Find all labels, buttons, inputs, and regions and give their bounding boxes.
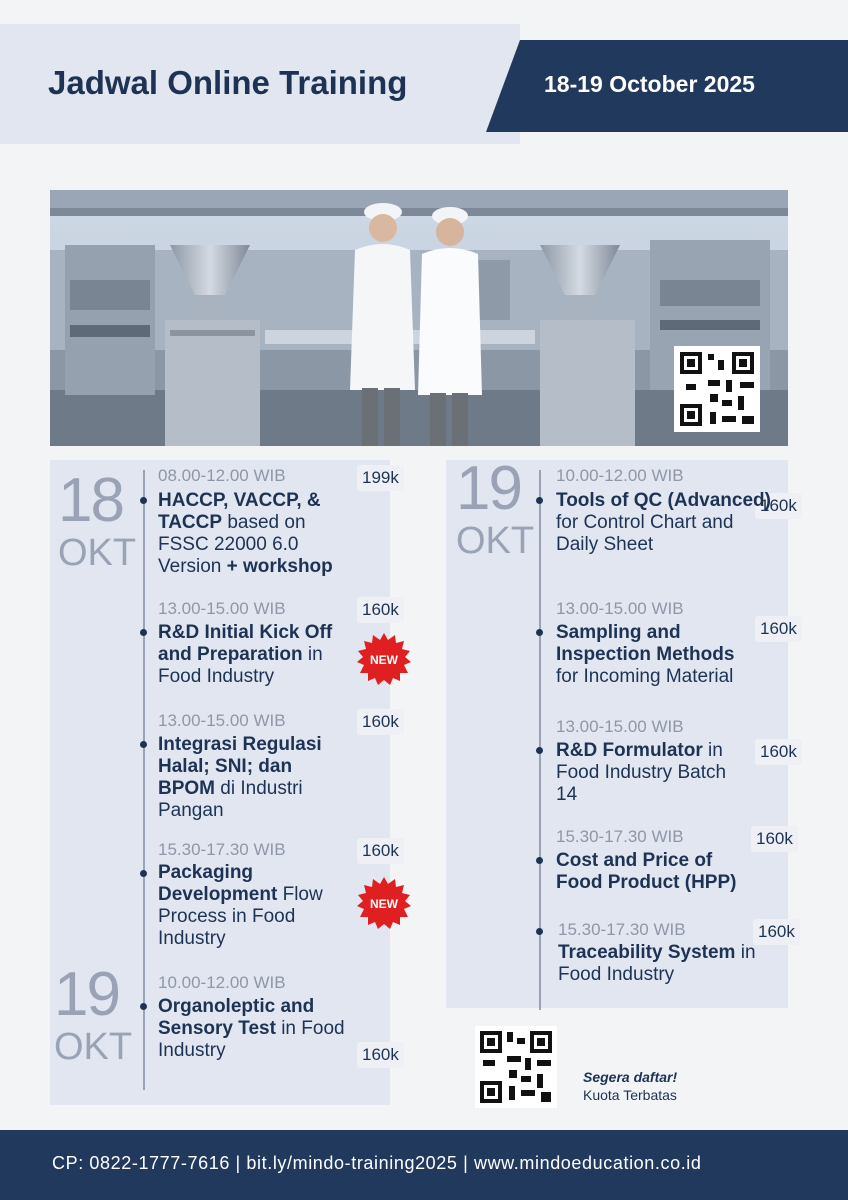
course-time: 13.00-15.00 WIB [556, 717, 684, 736]
day-label-19-right: 19 OKT [456, 454, 535, 562]
new-badge: NEW [357, 876, 411, 930]
cta-limited-quota: Kuota Terbatas [583, 1087, 677, 1103]
course-title: R&D Formulator in Food Industry Batch 14 [556, 740, 727, 805]
day-label-19-left: 19 OKT [54, 960, 133, 1068]
new-badge: NEW [357, 632, 411, 686]
course-price: 160k [357, 709, 404, 735]
timeline-dot [140, 1003, 147, 1010]
course-title: Organoleptic and Sensory Test in Food In… [158, 996, 345, 1061]
course-time: 08.00-12.00 WIB [158, 466, 286, 485]
course-title: Packaging Development Flow Process in Fo… [158, 862, 323, 949]
registration-qr-code[interactable] [475, 1026, 557, 1108]
left-timeline [143, 470, 145, 1090]
event-date: 18-19 October 2025 [544, 71, 755, 97]
timeline-dot [536, 857, 543, 864]
course-price: 160k [751, 826, 798, 852]
qr-code-icon [480, 1031, 552, 1103]
course-title: R&D Initial Kick Off and Preparation in … [158, 622, 333, 687]
cta-register: Segera daftar! [583, 1069, 678, 1085]
header-title-banner [0, 24, 520, 144]
right-timeline [539, 470, 541, 1010]
course-time: 15.30-17.30 WIB [558, 920, 686, 939]
course-price: 160k [357, 597, 404, 623]
course-title: Sampling and Inspection Methods for Inco… [556, 622, 735, 687]
timeline-dot [140, 870, 147, 877]
timeline-dot [536, 928, 543, 935]
starburst-icon: NEW [357, 877, 411, 929]
timeline-dot [536, 497, 543, 504]
svg-text:NEW: NEW [370, 653, 399, 667]
course-price: 160k [753, 919, 800, 945]
course-price: 160k [755, 739, 802, 765]
timeline-dot [536, 747, 543, 754]
course-time: 13.00-15.00 WIB [158, 599, 286, 618]
qr-code-icon [674, 346, 760, 432]
course-price: 199k [357, 465, 404, 491]
course-time: 10.00-12.00 WIB [158, 973, 286, 992]
course-price: 160k [755, 616, 802, 642]
course-time: 13.00-15.00 WIB [158, 711, 286, 730]
course-title: HACCP, VACCP, & TACCP based on FSSC 2200… [158, 490, 333, 577]
course-price: 160k [357, 838, 404, 864]
timeline-dot [140, 497, 147, 504]
footer-bar [0, 1130, 848, 1200]
day-label-18: 18 OKT [58, 466, 137, 574]
svg-text:NEW: NEW [370, 897, 399, 911]
course-title: Traceability System in Food Industry [558, 942, 756, 985]
timeline-dot [140, 741, 147, 748]
page-title: Jadwal Online Training [48, 64, 408, 101]
course-title: Cost and Price of Food Product (HPP) [556, 850, 737, 893]
course-title: Tools of QC (Advanced) for Control Chart… [556, 490, 771, 555]
course-time: 13.00-15.00 WIB [556, 599, 684, 618]
course-time: 10.00-12.00 WIB [556, 466, 684, 485]
course-price: 160k [357, 1042, 404, 1068]
timeline-dot [536, 629, 543, 636]
timeline-dot [140, 629, 147, 636]
footer-contact[interactable]: CP: 0822-1777-7616 | bit.ly/mindo-traini… [52, 1153, 702, 1173]
course-title: Integrasi Regulasi Halal; SNI; dan BPOM … [158, 734, 322, 821]
course-time: 15.30-17.30 WIB [556, 827, 684, 846]
factory-photo [50, 190, 788, 446]
header-date-banner [486, 40, 848, 132]
starburst-icon: NEW [357, 633, 411, 685]
left-schedule-panel [50, 460, 390, 1105]
right-schedule-panel [446, 460, 788, 1008]
course-time: 15.30-17.30 WIB [158, 840, 286, 859]
course-price: 160k [755, 493, 802, 519]
